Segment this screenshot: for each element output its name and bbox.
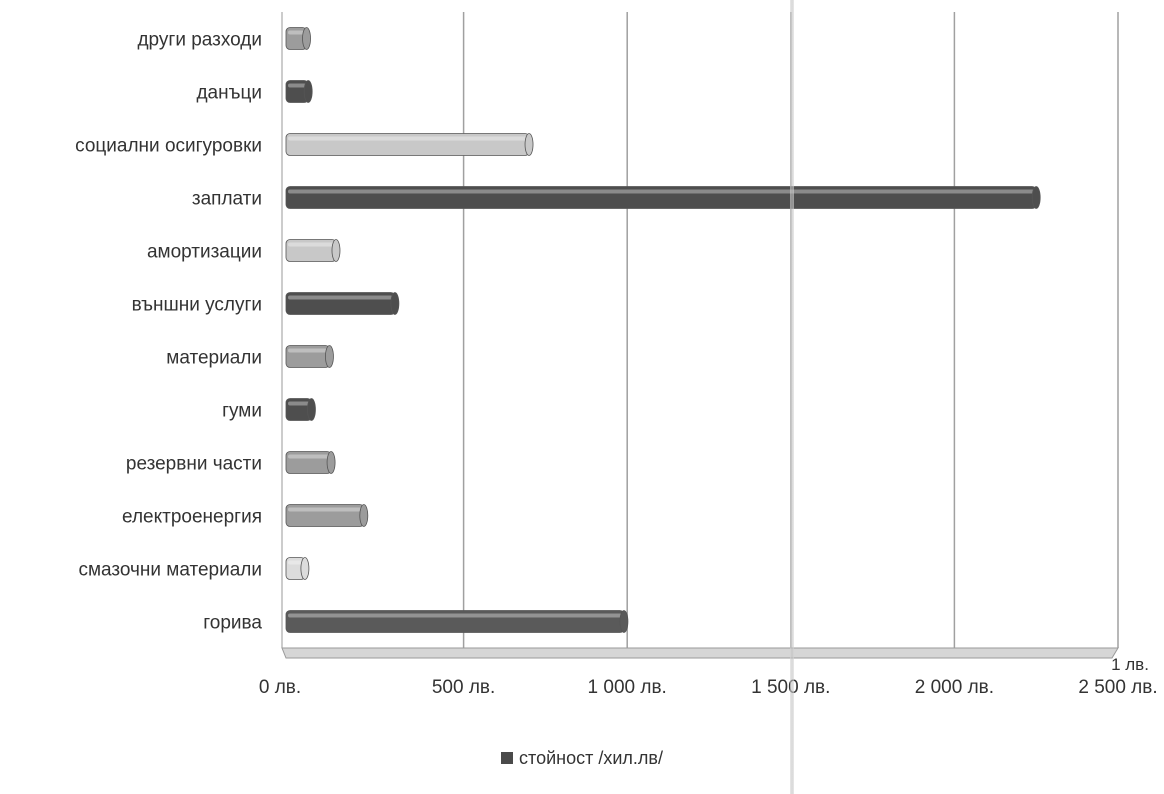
x-tick-label: 0 лв. [259,677,301,698]
x-tick-label: 1 000 лв. [588,677,667,698]
bar [285,557,310,580]
bar [285,451,336,474]
bar [285,610,629,633]
bar-chart: други разходи данъци социални осигуровки за… [75,12,1158,698]
bars-group [285,27,1041,633]
category-label: гуми [222,401,262,422]
bar [285,27,311,50]
bar [285,239,341,262]
bar [285,133,534,156]
bar [285,398,316,421]
bar [285,504,369,527]
category-labels: други разходи данъци социални осигуровки за… [75,30,262,634]
category-label: материали [166,348,262,369]
category-label: външни услуги [132,295,262,316]
bar [285,345,334,368]
bar [285,186,1041,209]
category-label: данъци [196,83,262,104]
axis-unit-label: 1 лв. [1111,655,1149,674]
category-label: електроенергия [122,507,262,528]
category-label: горива [203,613,262,634]
category-label: амортизации [147,242,262,263]
bar [285,292,400,315]
x-tick-labels: 0 лв. 500 лв. 1 000 лв. 1 500 лв. 2 000 лв. 2… [259,677,1158,698]
x-tick-label: 2 000 лв. [915,677,994,698]
category-label: смазочни материали [78,560,262,581]
x-tick-label: 500 лв. [432,677,495,698]
category-label: заплати [192,189,262,210]
legend: стойност /хил.лв/ [0,748,1164,769]
category-label: социални осигуровки [75,136,262,157]
bar [285,80,313,103]
category-label: други разходи [137,30,262,51]
scan-artifact [790,0,794,794]
x-tick-label: 2 500 лв. [1078,677,1157,698]
category-label: резервни части [126,454,262,475]
legend-swatch [501,752,514,764]
gridlines [281,12,1119,648]
floor-plane [281,647,1119,659]
legend-label: стойност /хил.лв/ [519,748,663,768]
chart-floor [281,647,1119,659]
